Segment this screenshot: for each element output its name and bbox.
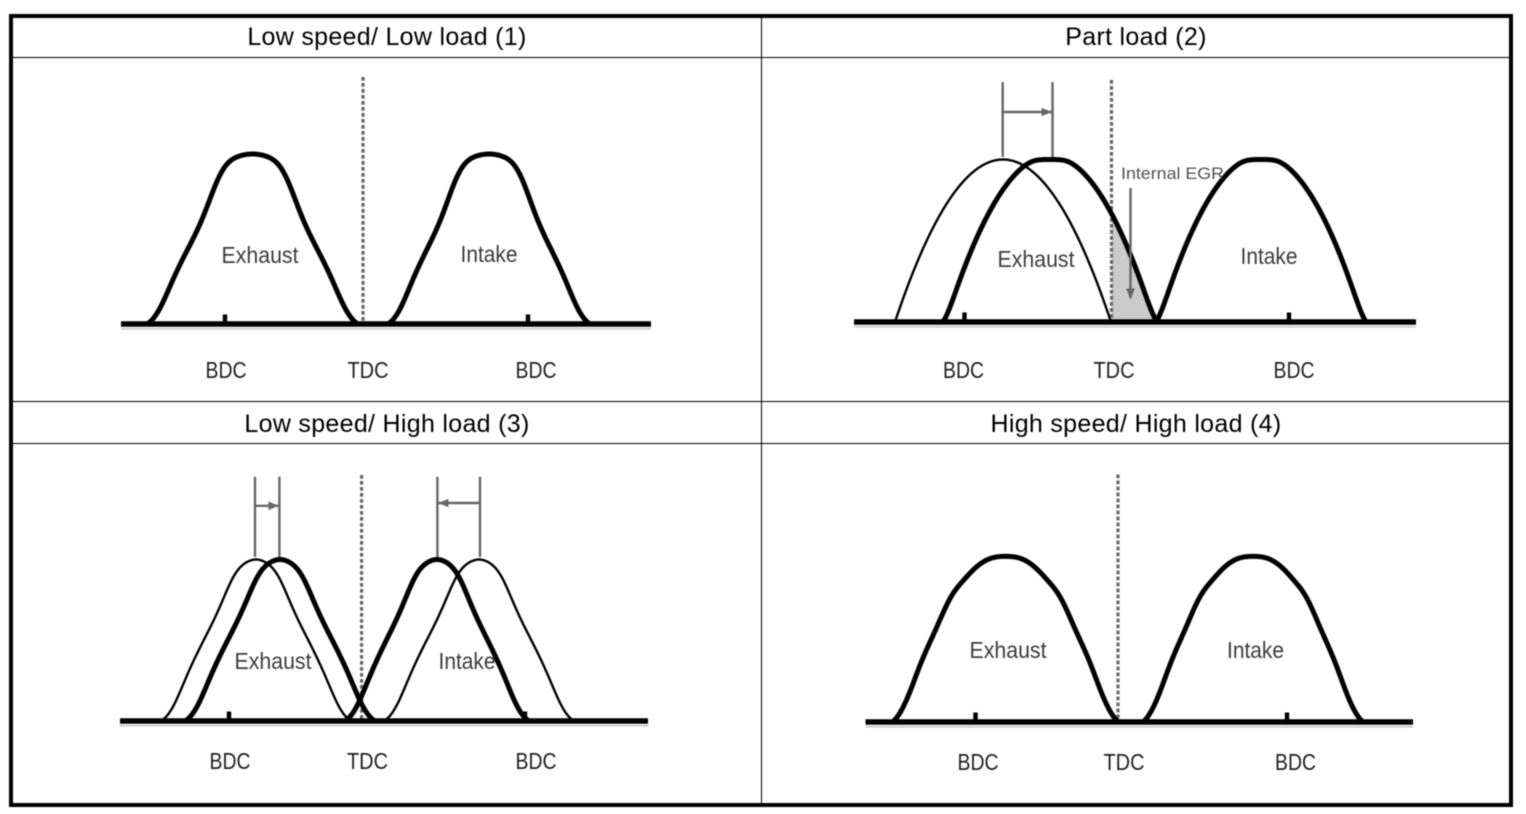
svg-text:TDC: TDC <box>347 748 388 774</box>
svg-text:BDC: BDC <box>516 748 557 774</box>
svg-text:Intake: Intake <box>461 241 518 267</box>
svg-text:Exhaust: Exhaust <box>970 637 1048 663</box>
svg-text:Exhaust: Exhaust <box>222 242 300 268</box>
svg-text:Exhaust: Exhaust <box>998 246 1076 272</box>
svg-text:TDC: TDC <box>1104 749 1145 775</box>
svg-text:Exhaust: Exhaust <box>235 648 313 674</box>
svg-text:BDC: BDC <box>1274 357 1315 383</box>
svg-text:TDC: TDC <box>1094 357 1135 383</box>
svg-text:BDC: BDC <box>958 749 999 775</box>
svg-text:TDC: TDC <box>348 357 389 383</box>
svg-text:Intake: Intake <box>439 648 496 674</box>
svg-text:Intake: Intake <box>1227 637 1284 663</box>
svg-text:Internal EGR: Internal EGR <box>1121 165 1224 183</box>
svg-text:BDC: BDC <box>1275 749 1316 775</box>
svg-text:BDC: BDC <box>516 357 557 383</box>
svg-text:BDC: BDC <box>210 748 251 774</box>
svg-text:BDC: BDC <box>206 357 247 383</box>
svg-text:Intake: Intake <box>1241 243 1298 269</box>
svg-text:BDC: BDC <box>943 357 984 383</box>
